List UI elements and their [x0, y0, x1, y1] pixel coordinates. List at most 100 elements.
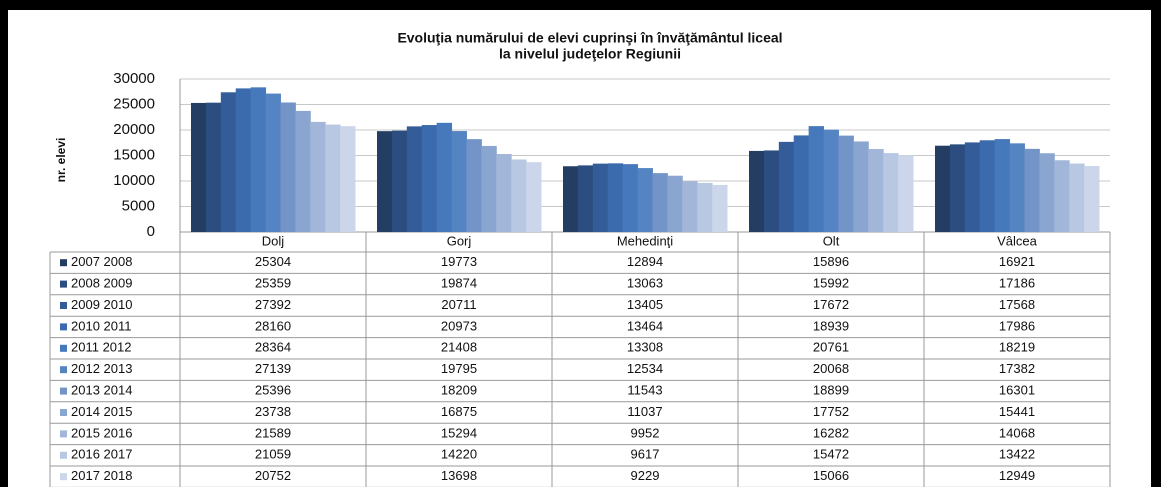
- y-tick-label: 25000: [113, 95, 155, 112]
- bar: [1084, 165, 1100, 232]
- legend-swatch: [60, 473, 67, 481]
- table-value: 18939: [813, 318, 849, 333]
- table-value: 17186: [999, 276, 1035, 291]
- table-value: 20711: [441, 297, 476, 312]
- legend-swatch: [60, 366, 67, 374]
- bar: [949, 144, 966, 232]
- bar: [935, 145, 951, 232]
- table-value: 17382: [999, 361, 1035, 376]
- bar: [652, 173, 668, 232]
- bar: [1039, 153, 1055, 232]
- bar: [377, 131, 393, 232]
- legend-swatch: [60, 344, 67, 352]
- y-tick-label: 5000: [122, 197, 155, 214]
- table-value: 9617: [631, 447, 660, 462]
- table-value: 25304: [255, 254, 291, 269]
- table-value: 14068: [999, 425, 1035, 440]
- bar: [391, 130, 408, 232]
- legend-label: 2014 2015: [71, 404, 132, 419]
- table-value: 25396: [255, 383, 291, 398]
- legend-swatch: [60, 259, 67, 267]
- y-tick-label: 10000: [113, 172, 155, 189]
- bar: [481, 145, 497, 232]
- chart-title: Evoluţia numărului de elevi cuprinşi în …: [397, 30, 782, 46]
- legend-label: 2013 2014: [71, 383, 132, 398]
- legend-label: 2010 2011: [71, 318, 132, 333]
- table-value: 13308: [627, 340, 663, 355]
- table-value: 12894: [627, 254, 663, 269]
- table-value: 28364: [255, 340, 291, 355]
- table-value: 19874: [441, 276, 477, 291]
- table-value: 18209: [441, 383, 477, 398]
- y-tick-label: 20000: [113, 121, 155, 138]
- table-value: 17986: [999, 318, 1035, 333]
- bar: [436, 122, 453, 232]
- legend-label: 2016 2017: [71, 447, 132, 462]
- x-tick-label: Gorj: [447, 233, 472, 248]
- legend-label: 2009 2010: [71, 297, 132, 312]
- x-tick-label: Vâlcea: [997, 233, 1038, 248]
- table-value: 13464: [627, 318, 663, 333]
- table-value: 17672: [813, 297, 849, 312]
- frame-right: [1151, 0, 1161, 487]
- legend-swatch: [60, 280, 67, 288]
- table-value: 9229: [631, 468, 660, 483]
- table-value: 13063: [627, 276, 663, 291]
- bar: [220, 92, 237, 232]
- bar: [868, 148, 884, 232]
- table-value: 13405: [627, 297, 663, 312]
- bar: [883, 153, 899, 232]
- table-value: 13698: [441, 468, 477, 483]
- bar: [979, 140, 996, 232]
- table-value: 11543: [627, 383, 662, 398]
- bar: [406, 126, 423, 232]
- bar: [964, 142, 981, 232]
- bar: [310, 121, 326, 232]
- legend-swatch: [60, 302, 67, 309]
- bar: [823, 129, 839, 232]
- table-value: 27139: [255, 361, 291, 376]
- legend-label: 2007 2008: [71, 254, 132, 269]
- table-value: 27392: [255, 297, 291, 312]
- bar: [511, 159, 527, 232]
- x-tick-label: Olt: [823, 233, 840, 248]
- table-value: 20752: [255, 468, 291, 483]
- table-value: 23738: [255, 404, 291, 419]
- bar: [496, 154, 512, 232]
- table-value: 20068: [813, 361, 849, 376]
- bar: [682, 181, 698, 232]
- table-value: 16875: [441, 404, 477, 419]
- bar: [250, 87, 267, 232]
- table-value: 21408: [441, 340, 477, 355]
- bar: [853, 141, 869, 232]
- table-value: 25359: [255, 276, 291, 291]
- bar: [563, 166, 579, 232]
- table-value: 20761: [813, 340, 849, 355]
- table-value: 21059: [255, 447, 291, 462]
- bar: [205, 102, 222, 232]
- table-value: 18219: [999, 340, 1035, 355]
- bar: [763, 150, 780, 232]
- bar: [994, 139, 1011, 232]
- table-value: 12534: [627, 361, 663, 376]
- bar: [808, 126, 825, 232]
- bar: [778, 141, 795, 232]
- legend-label: 2011 2012: [71, 340, 132, 355]
- table-value: 17752: [813, 404, 849, 419]
- table-value: 15066: [813, 468, 849, 483]
- bar: [577, 165, 594, 232]
- bar: [838, 135, 854, 232]
- bar: [637, 168, 653, 232]
- table-value: 16301: [999, 383, 1035, 398]
- y-tick-label: 30000: [113, 70, 155, 87]
- legend-swatch: [60, 387, 67, 395]
- bar: [235, 88, 252, 232]
- y-axis-label: nr. elevi: [54, 138, 68, 183]
- y-tick-label: 0: [147, 223, 155, 240]
- table-value: 12949: [999, 468, 1035, 483]
- table-value: 16282: [813, 425, 849, 440]
- bar: [898, 155, 914, 232]
- x-tick-label: Dolj: [262, 233, 285, 248]
- table-value: 15441: [999, 404, 1035, 419]
